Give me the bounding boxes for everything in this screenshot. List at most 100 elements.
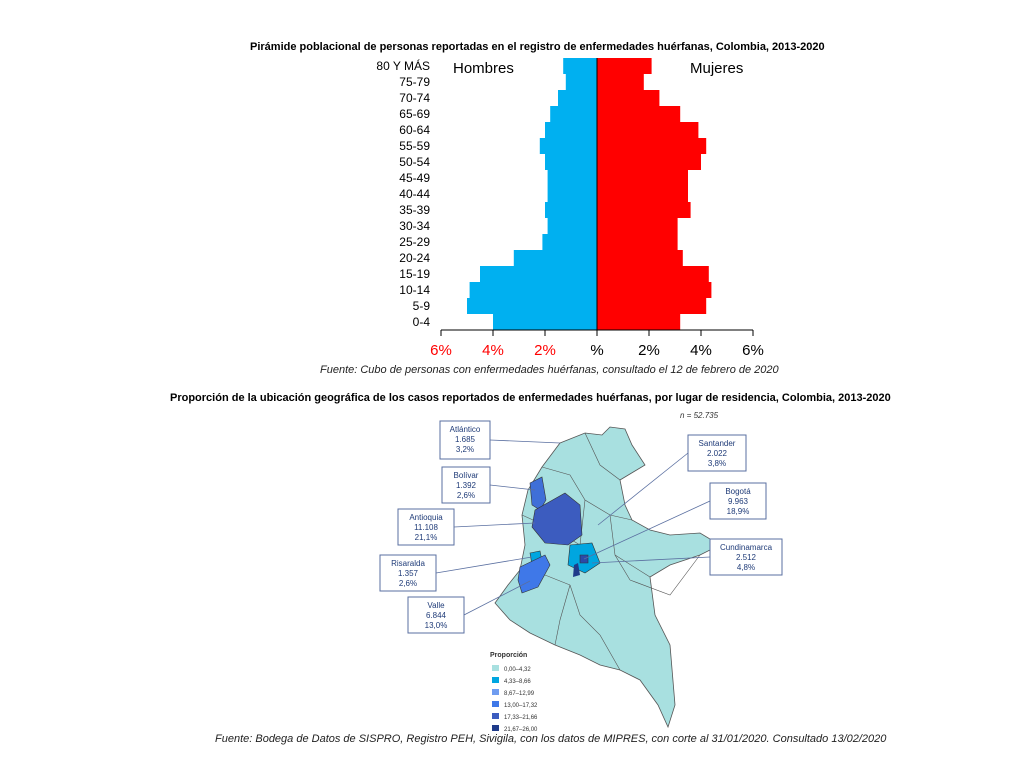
bar-mujeres	[597, 154, 701, 170]
bar-hombres	[547, 186, 597, 202]
bar-hombres	[547, 218, 597, 234]
region-label-box	[709, 482, 767, 520]
department-border	[584, 432, 621, 481]
region-label-text: Santander	[699, 439, 736, 448]
region-label-text: 2.022	[707, 449, 728, 458]
region-label-text: Risaralda	[391, 559, 425, 568]
bar-mujeres	[597, 106, 681, 122]
region-label-box	[687, 434, 747, 472]
y-tick-label: 25-29	[399, 235, 430, 249]
region-label-text: 2.512	[736, 553, 757, 562]
region-label-text: Bolívar	[454, 471, 479, 480]
map-source: Fuente: Bodega de Datos de SISPRO, Regis…	[215, 733, 887, 745]
region-label-text: 21,1%	[415, 533, 438, 542]
legend-mujeres: Mujeres	[690, 60, 743, 77]
department-border	[614, 554, 651, 578]
map-title: Proporción de la ubicación geográfica de…	[170, 392, 891, 404]
bar-mujeres	[597, 218, 678, 234]
legend-swatch	[492, 689, 499, 695]
bar-hombres	[545, 122, 597, 138]
y-tick-label: 10-14	[399, 283, 430, 297]
region-label-text: Cundinamarca	[720, 543, 773, 552]
bogota-marker	[573, 563, 580, 577]
leader-line	[435, 556, 533, 574]
colombia-map-chart: Atlántico1.6853,2%Bolívar1.3922,6%Antioq…	[379, 411, 783, 733]
bar-hombres	[542, 234, 597, 250]
antioquia-region	[531, 492, 583, 546]
leader-line	[463, 580, 531, 616]
bar-mujeres	[597, 186, 688, 202]
region-label-text: 9.963	[728, 497, 749, 506]
region-label-text: 1.357	[398, 569, 419, 578]
region-label-text: 18,9%	[727, 507, 750, 516]
leader-line	[453, 522, 536, 528]
department-border	[554, 584, 571, 646]
y-tick-label: 0-4	[413, 315, 431, 329]
bar-mujeres	[597, 298, 707, 314]
region-label-text: 13,0%	[425, 621, 448, 630]
sample-size-label: n = 52.735	[680, 411, 719, 420]
population-pyramid-chart: 0-4 5-9 10-14 15-19 20-24 25-29 30-34 35-39 40-4…	[376, 58, 764, 359]
bolivar-region	[529, 476, 547, 511]
bar-mujeres	[597, 250, 683, 266]
leader-line	[591, 556, 711, 564]
x-tick-label: 6%	[430, 342, 452, 359]
bar-hombres	[545, 154, 597, 170]
bar-mujeres	[597, 202, 691, 218]
region-label-box	[439, 420, 491, 460]
x-tick-label: 6%	[742, 342, 764, 359]
y-tick-label: 45-49	[399, 171, 430, 185]
bar-hombres	[539, 138, 597, 154]
bar-hombres	[558, 90, 597, 106]
x-tick-label: %	[590, 342, 603, 359]
region-label-text: 1.685	[455, 435, 476, 444]
y-tick-label: 50-54	[399, 155, 430, 169]
region-label-box	[407, 596, 465, 634]
legend-swatch	[492, 701, 499, 707]
legend-label: 21,67–26,00	[504, 727, 538, 733]
region-label-text: 1.392	[456, 481, 477, 490]
region-label-text: Bogotá	[725, 487, 751, 496]
region-label-text: 3,2%	[456, 445, 474, 454]
legend-label: 4,33–8,66	[504, 679, 531, 685]
bar-hombres	[513, 250, 597, 266]
bar-hombres	[467, 298, 597, 314]
bar-hombres	[480, 266, 597, 282]
x-tick-label: 4%	[690, 342, 712, 359]
legend-label: 17,33–21,66	[504, 715, 538, 721]
region-label-text: 6.844	[426, 611, 447, 620]
bar-mujeres	[597, 138, 707, 154]
y-tick-label: 65-69	[399, 107, 430, 121]
region-label-text: 4,8%	[737, 563, 755, 572]
legend-hombres: Hombres	[453, 60, 514, 77]
region-label-text: 3,8%	[708, 459, 726, 468]
bar-hombres	[547, 170, 597, 186]
bar-mujeres	[597, 122, 699, 138]
y-tick-label: 55-59	[399, 139, 430, 153]
y-tick-label: 20-24	[399, 251, 430, 265]
legend-swatch	[492, 677, 499, 683]
bar-mujeres	[597, 74, 644, 90]
bar-mujeres	[597, 170, 688, 186]
leader-line	[583, 500, 711, 560]
y-tick-label: 70-74	[399, 91, 430, 105]
legend-label: 13,00–17,32	[504, 703, 538, 709]
department-border	[569, 584, 621, 671]
y-tick-label: 80 Y MÁS	[376, 58, 430, 73]
bar-mujeres	[597, 266, 709, 282]
legend-label: 8,67–12,99	[504, 691, 535, 697]
y-tick-label: 75-79	[399, 75, 430, 89]
legend-swatch	[492, 725, 499, 731]
department-border	[629, 554, 701, 596]
bar-mujeres	[597, 234, 678, 250]
legend-swatch	[492, 713, 499, 719]
region-label-box	[441, 466, 491, 504]
bar-mujeres	[597, 314, 681, 330]
region-label-text: 2,6%	[457, 491, 475, 500]
x-tick-label: 4%	[482, 342, 504, 359]
region-label-box	[709, 538, 783, 576]
bar-hombres	[469, 282, 597, 298]
leader-line	[489, 484, 536, 491]
region-label-text: 11.108	[414, 523, 438, 532]
bar-hombres	[545, 202, 597, 218]
